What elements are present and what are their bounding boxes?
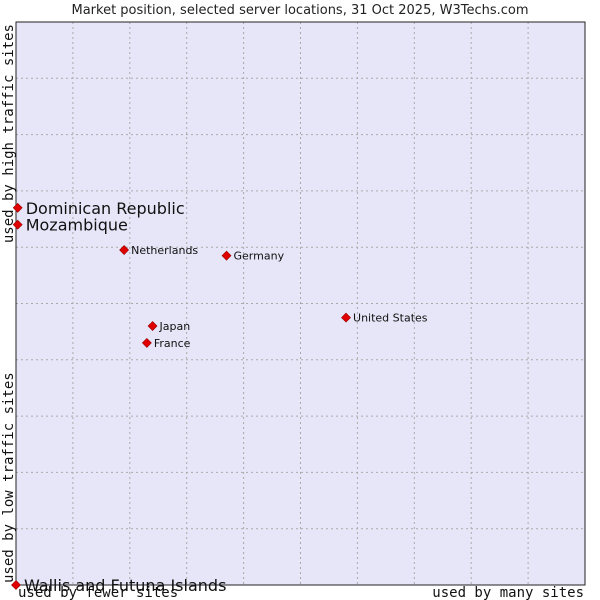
- y-axis-high-label: used by high traffic sites: [1, 24, 17, 243]
- data-point-marker: [147, 321, 158, 331]
- data-point-label: Germany: [234, 250, 285, 263]
- data-point-marker: [12, 202, 23, 213]
- data-point-marker: [119, 245, 130, 255]
- data-point: Japan: [147, 320, 191, 333]
- data-point: France: [141, 337, 191, 350]
- data-point: Netherlands: [119, 244, 198, 257]
- x-axis-low-label: used by fewer sites: [18, 585, 178, 600]
- data-point-label: United States: [353, 312, 428, 325]
- data-point-label: Netherlands: [131, 244, 198, 257]
- x-axis-high-label: used by many sites: [432, 585, 584, 600]
- data-point: Wallis and Futuna Islands: [11, 576, 226, 595]
- data-point: Mozambique: [12, 216, 128, 235]
- data-point: Germany: [221, 250, 285, 263]
- data-point-label: France: [154, 337, 191, 350]
- data-point-label: Mozambique: [26, 216, 128, 235]
- data-point: Dominican Republic: [12, 199, 185, 218]
- data-point-label: Dominican Republic: [26, 199, 185, 218]
- data-point-marker: [221, 250, 232, 261]
- data-point-label: Japan: [159, 320, 191, 333]
- data-point-label: Wallis and Futuna Islands: [24, 576, 226, 595]
- data-point-marker: [141, 337, 152, 348]
- data-point-marker: [12, 219, 23, 230]
- plot-frame: [15, 21, 586, 586]
- y-axis-low-label: used by low traffic sites: [1, 372, 17, 583]
- data-point-marker: [11, 580, 21, 590]
- chart-title: Market position, selected server locatio…: [71, 3, 528, 18]
- data-point: United States: [341, 312, 428, 325]
- data-point-marker: [341, 312, 351, 323]
- grid-lines: [16, 22, 585, 585]
